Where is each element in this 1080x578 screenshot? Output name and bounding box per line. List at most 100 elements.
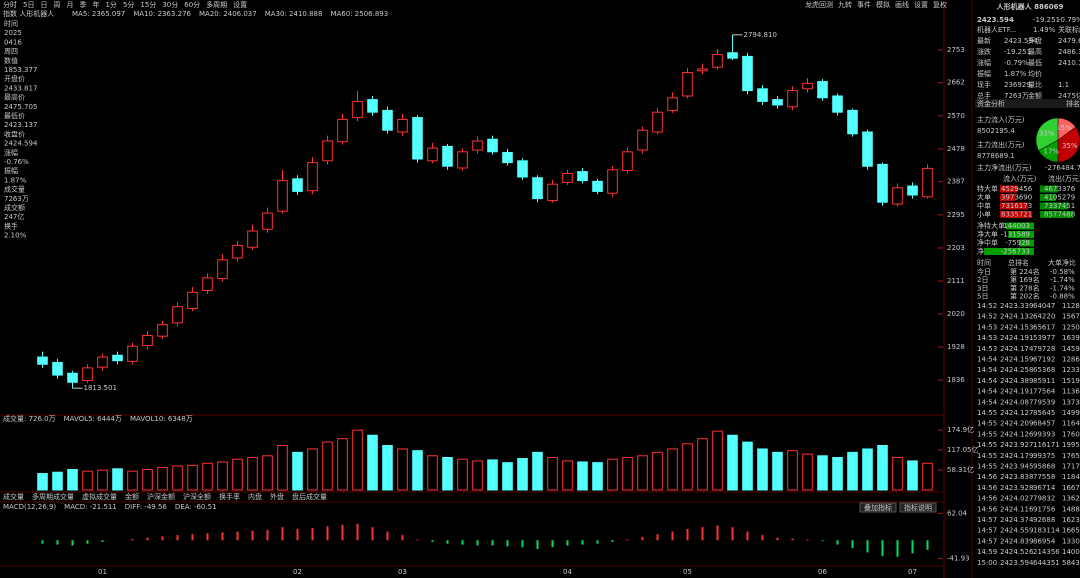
indicator-button-label[interactable]: 指标说明	[904, 503, 932, 512]
indicator-tab[interactable]: 多周期成交量	[32, 492, 74, 501]
rank-cell: -0.88%	[1050, 293, 1075, 301]
ma-legend: MA60: 2506.893	[330, 10, 388, 18]
period-button[interactable]: 5分	[123, 0, 134, 9]
indicator-button[interactable]	[899, 502, 937, 513]
flow-label: 主力流出(万元)	[977, 140, 1025, 149]
tool-button[interactable]: 设置	[914, 0, 928, 9]
period-button[interactable]: 5日	[23, 1, 34, 9]
flow-row-label: 大单	[977, 193, 991, 202]
candle-body	[502, 152, 513, 164]
volume-bar	[247, 457, 258, 491]
volume-bar	[697, 438, 708, 491]
period-button[interactable]: 设置	[233, 0, 247, 9]
period-button[interactable]: 15分	[140, 0, 156, 9]
rank-header: 大单净比	[1048, 258, 1076, 267]
flow-out-bar	[1040, 194, 1056, 201]
tool-button[interactable]: 画线	[895, 0, 909, 9]
volume-bar	[352, 429, 363, 491]
candle-body	[337, 118, 348, 143]
volume-bar	[442, 457, 453, 491]
tick-cell: 85645	[1033, 409, 1055, 417]
tick-cell: 1519	[1062, 377, 1080, 385]
candle-body	[742, 55, 753, 92]
volume-bar	[367, 434, 378, 491]
tool-button[interactable]: 模拟	[876, 0, 890, 9]
flow-header[interactable]: 排名	[1066, 99, 1080, 108]
flow-header[interactable]: 资金分析	[977, 99, 1005, 108]
volume-bar	[757, 448, 768, 491]
tick-cell: 14:56	[977, 495, 998, 503]
candle-body	[382, 109, 393, 131]
period-button[interactable]: 年	[92, 0, 99, 9]
indicator-tab[interactable]: 内盘	[248, 492, 262, 501]
related-item[interactable]: 关联标的	[1058, 25, 1080, 34]
indicator-tab[interactable]: 金额	[125, 492, 139, 501]
volume-bar	[307, 448, 318, 491]
volume-bar	[457, 458, 468, 491]
indicator-tab[interactable]: 成交量	[3, 492, 24, 501]
period-button[interactable]: 1分	[105, 0, 116, 9]
indicator-tab[interactable]: 沪深金额	[147, 492, 175, 501]
tick-cell: 1717	[1062, 463, 1080, 471]
indicator-tab[interactable]: 外盘	[270, 492, 284, 501]
period-button[interactable]: 季	[79, 0, 86, 9]
tool-button[interactable]: 龙虎回测	[805, 0, 833, 9]
tick-cell: 95868	[1033, 463, 1055, 471]
tool-button[interactable]: 事件	[857, 0, 871, 9]
candle-body	[247, 230, 258, 248]
candle-body	[667, 97, 678, 111]
tick-cell: 14:54	[977, 356, 998, 364]
volume-bar	[232, 458, 243, 491]
volume-bar	[412, 450, 423, 491]
indicator-tab[interactable]: 盘后成交量	[292, 492, 327, 501]
tick-cell: 15:00	[977, 559, 997, 567]
tick-cell: 1136	[1062, 388, 1080, 396]
tick-cell: 99393	[1033, 430, 1055, 438]
volume-bar	[607, 458, 618, 491]
period-button[interactable]: 分时	[3, 0, 17, 9]
candle-body	[427, 147, 438, 162]
period-button[interactable]: 30分	[162, 0, 178, 9]
candle-body	[367, 99, 378, 113]
tick-cell: 1995	[1062, 441, 1080, 449]
info-item: 最高价	[4, 93, 25, 102]
volume-bar	[517, 458, 528, 491]
tick-cell: 2423.945	[1000, 463, 1033, 471]
tick-cell: 2424.258	[1000, 366, 1033, 374]
period-button[interactable]: 60分	[184, 0, 200, 9]
tool-button[interactable]: 九转	[838, 0, 852, 9]
info-item: 数值	[4, 56, 18, 65]
y-tick-label: 62.04	[947, 509, 968, 517]
indicator-button-label[interactable]: 叠加指标	[864, 503, 892, 512]
candle-body	[412, 117, 423, 160]
flow-out: 8577488	[1044, 211, 1075, 219]
candle-body	[142, 334, 153, 347]
quote-field: 2475亿	[1058, 91, 1080, 100]
tick-cell: 1499	[1062, 409, 1080, 417]
tick-cell: 1128	[1062, 302, 1080, 310]
flow-out: 4673376	[1044, 185, 1076, 193]
tick-cell: 1665	[1062, 527, 1080, 535]
period-button[interactable]: 多周期	[206, 0, 227, 9]
candle-body	[712, 54, 723, 68]
indicator-tab[interactable]: 虚拟成交量	[82, 492, 117, 501]
y-tick-label: 2753	[947, 46, 965, 54]
indicator-tab[interactable]: 换手率	[219, 492, 240, 501]
info-item: 2475.705	[4, 103, 37, 111]
indicator-button[interactable]	[859, 502, 897, 513]
legend-item: DEA: -60.51	[175, 503, 217, 511]
net-bar	[1005, 222, 1034, 230]
flow-out-bar	[1040, 185, 1058, 193]
chart-title: 指数 人形机器人	[3, 9, 54, 18]
tick-cell: 14:52	[977, 302, 997, 310]
tick-cell: 14:59	[977, 548, 997, 556]
tick-cell: 1400	[1062, 548, 1080, 556]
flow-value: 8502195.4	[977, 127, 1015, 135]
indicator-tab[interactable]: 沪深全额	[183, 492, 211, 501]
tick-cell: 1623	[1062, 516, 1080, 524]
period-button[interactable]: 日	[40, 1, 47, 9]
candle-body	[112, 354, 123, 362]
tool-button[interactable]: 复权	[933, 0, 947, 9]
period-button[interactable]: 周	[53, 1, 60, 9]
period-button[interactable]: 月	[66, 1, 73, 9]
